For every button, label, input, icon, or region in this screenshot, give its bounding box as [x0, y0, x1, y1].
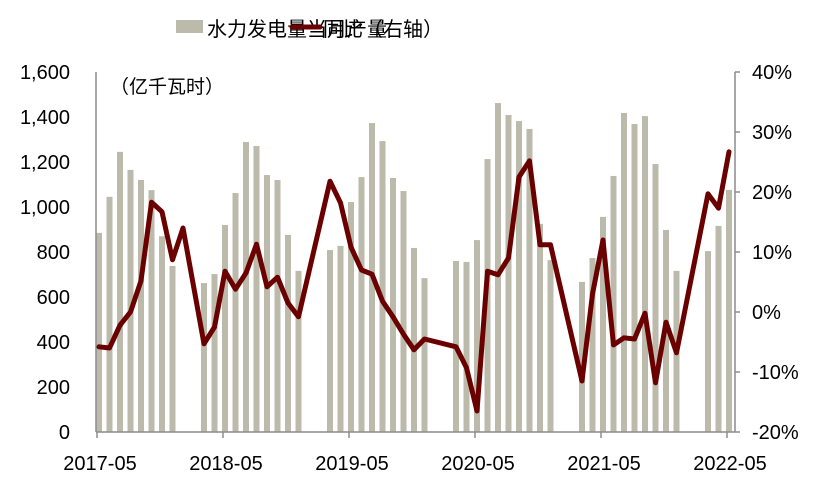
- bar: [600, 216, 606, 432]
- bar: [474, 240, 480, 432]
- bar: [148, 190, 155, 432]
- x-tick-label: 2019-05: [315, 453, 388, 475]
- bar: [411, 247, 417, 432]
- right-tick-label: 30%: [752, 122, 792, 144]
- bar: [505, 114, 512, 432]
- right-tick-label: -10%: [752, 362, 799, 384]
- bar: [327, 249, 333, 432]
- x-tick-label: 2018-05: [189, 453, 262, 475]
- bar: [211, 274, 218, 432]
- left-tick-label: 1,600: [20, 62, 70, 84]
- bar: [642, 116, 648, 432]
- bar: [547, 260, 554, 432]
- bar: [201, 283, 207, 432]
- left-tick-label: 800: [37, 242, 70, 264]
- bar: [232, 193, 239, 432]
- x-tick-label: 2021-05: [567, 453, 640, 475]
- bar: [138, 180, 144, 432]
- bar: [463, 261, 470, 432]
- left-tick-label: 1,200: [20, 152, 70, 174]
- legend-line-label: 同比（右轴）: [323, 17, 443, 41]
- axes: [95, 71, 740, 438]
- bar: [621, 112, 627, 432]
- bar: [106, 196, 113, 432]
- legend-bar-swatch: [176, 20, 203, 33]
- bar: [159, 236, 165, 432]
- bar: [169, 265, 176, 432]
- bar: [295, 270, 302, 432]
- bar: [222, 225, 228, 432]
- bar: [537, 223, 543, 432]
- x-tick-label: 2020-05: [441, 453, 514, 475]
- bar: [264, 175, 270, 433]
- left-tick-label: 1,000: [20, 197, 70, 219]
- bar: [358, 177, 365, 432]
- left-tick-label: 600: [37, 287, 70, 309]
- bar: [243, 141, 249, 432]
- right-tick-label: 10%: [752, 242, 792, 264]
- bar: [526, 128, 533, 433]
- x-tick-label: 2017-05: [63, 453, 136, 475]
- bar: [274, 180, 281, 432]
- bar: [337, 245, 344, 432]
- bar: [96, 232, 102, 432]
- left-tick-label: 200: [37, 377, 70, 399]
- bar: [579, 281, 585, 432]
- right-tick-label: -20%: [752, 422, 799, 444]
- bar: [400, 191, 407, 432]
- yoy-line: [96, 149, 732, 414]
- bar: [652, 164, 659, 432]
- legend: 水力发电量当月产量 同比（右轴）: [176, 17, 443, 41]
- bar: [117, 151, 123, 432]
- bar: [379, 141, 386, 432]
- bar: [285, 234, 291, 432]
- bar: [495, 103, 501, 433]
- left-tick-label: 1,400: [20, 107, 70, 129]
- left-tick-label: 400: [37, 332, 70, 354]
- bar: [516, 121, 522, 433]
- bar: [348, 202, 354, 432]
- bar: [631, 123, 638, 432]
- bar: [705, 251, 711, 432]
- tick-labels: 0 200 400 600 800 1,000 1,200 1,400 1,600 -20% -10…: [20, 62, 799, 475]
- x-tick-label: 2022-05: [693, 453, 766, 475]
- right-tick-label: 40%: [752, 62, 792, 84]
- bar: [715, 225, 722, 432]
- bar: [127, 169, 134, 432]
- bar: [390, 177, 396, 432]
- bar: [589, 258, 596, 432]
- right-tick-label: 0%: [752, 302, 781, 324]
- bar: [610, 175, 617, 432]
- line-series: [96, 149, 732, 414]
- bar: [253, 146, 260, 432]
- bar: [421, 278, 428, 432]
- left-tick-label: 0: [59, 422, 70, 444]
- unit-label: （亿千瓦时）: [110, 76, 224, 98]
- right-tick-label: 20%: [752, 182, 792, 204]
- bar: [726, 189, 732, 432]
